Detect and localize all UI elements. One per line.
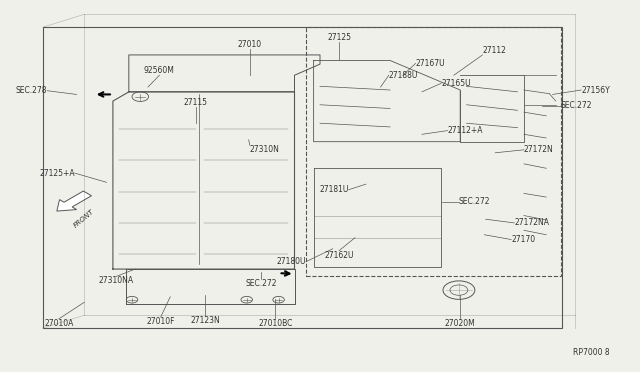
Text: 27162U: 27162U — [324, 251, 354, 260]
Text: 27165U: 27165U — [441, 79, 470, 88]
Text: SEC.272: SEC.272 — [459, 197, 490, 206]
Text: 27123N: 27123N — [191, 316, 220, 325]
Text: 27180U: 27180U — [276, 257, 306, 266]
Text: 27010F: 27010F — [147, 317, 175, 326]
Bar — [43, 27, 562, 328]
Text: 27010: 27010 — [238, 41, 262, 49]
Text: RP7000 8: RP7000 8 — [573, 347, 610, 357]
Text: 27125+A: 27125+A — [39, 169, 75, 177]
Text: 27172N: 27172N — [524, 145, 554, 154]
Text: 27310N: 27310N — [250, 145, 280, 154]
Text: 27112: 27112 — [483, 46, 506, 55]
Text: SEC.272: SEC.272 — [561, 101, 593, 110]
Text: 27125: 27125 — [327, 33, 351, 42]
FancyArrow shape — [57, 191, 92, 211]
Text: 27156Y: 27156Y — [581, 86, 610, 94]
Text: 27172NA: 27172NA — [515, 218, 549, 227]
Text: 27310NA: 27310NA — [99, 276, 134, 285]
Text: 27010BC: 27010BC — [258, 319, 292, 328]
Text: SEC.278: SEC.278 — [16, 86, 47, 95]
Text: 27188U: 27188U — [389, 71, 418, 80]
Text: 27115: 27115 — [184, 97, 208, 107]
Text: 27167U: 27167U — [415, 59, 445, 68]
Text: SEC.272: SEC.272 — [246, 279, 277, 288]
Text: 27010A: 27010A — [44, 319, 74, 328]
Text: 27181U: 27181U — [319, 185, 349, 194]
Text: 27170: 27170 — [511, 235, 535, 244]
Text: FRONT: FRONT — [73, 208, 95, 228]
Text: 27020M: 27020M — [445, 319, 476, 328]
Bar — [306, 27, 561, 276]
Text: 92560M: 92560M — [144, 66, 175, 75]
Text: 27112+A: 27112+A — [447, 126, 483, 135]
